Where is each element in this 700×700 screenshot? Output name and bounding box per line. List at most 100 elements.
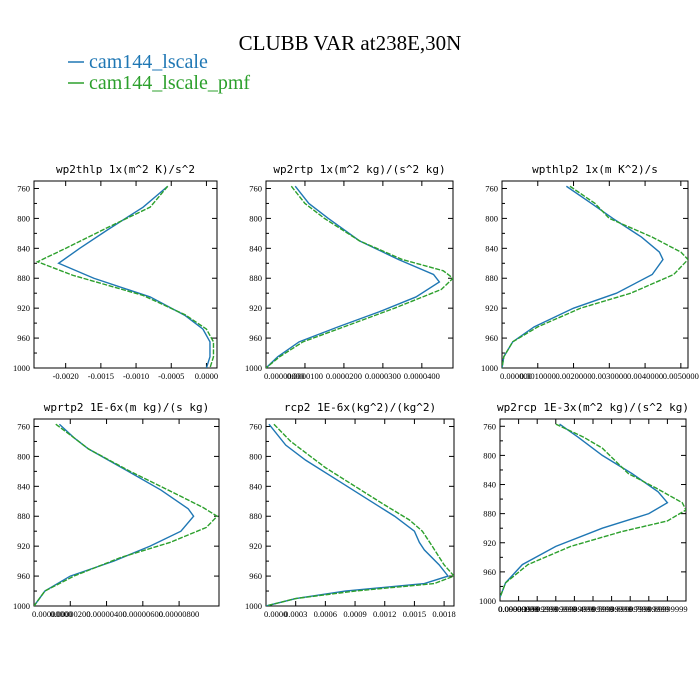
y-tick-label-wp2rtp-3: 880 — [249, 273, 262, 283]
y-tick-label-rcp2-1: 800 — [249, 451, 262, 461]
x-tick-label-wpthlp2-4: 0.0040000 — [627, 371, 663, 381]
y-tick-label-wp2rtp-0: 760 — [249, 183, 262, 193]
y-tick-label-wp2rcp-3: 880 — [483, 509, 496, 519]
x-tick-label-wp2rtp-3: 0.0000300 — [365, 371, 401, 381]
y-tick-label-wprtp2-6: 1000 — [13, 601, 30, 611]
series-line-wprtp2-lscale — [34, 423, 195, 606]
plot-frame-rcp2 — [265, 418, 455, 607]
panel-wp2thlp: wp2thlp 1x(m^2 K)/s^2 760 800 840 880 920 960 1… — [13, 163, 218, 381]
x-tick-label-wp2rcp-5: 0.49999999 — [573, 604, 613, 614]
series-line-wpthlp2-lscale — [502, 185, 664, 368]
y-tick-label-wp2rtp-4: 920 — [249, 303, 262, 313]
x-tick-label-wp2rtp-1: 0.0000100 — [287, 371, 323, 381]
series-line-rcp2-lscale-pmf — [266, 423, 454, 606]
y-tick-label-wp2thlp-2: 840 — [17, 243, 30, 253]
x-tick-label-rcp2-0: 0.0000 — [264, 609, 287, 619]
x-tick-label-wp2thlp-3: -0.0005 — [158, 371, 184, 381]
x-tick-label-wprtp2-2: 0.00000400 — [86, 609, 126, 619]
x-tick-label-rcp2-6: 0.0018 — [432, 609, 455, 619]
y-tick-label-wp2thlp-3: 880 — [17, 273, 30, 283]
y-tick-label-wp2thlp-6: 1000 — [13, 363, 30, 373]
x-tick-label-wp2rcp-0: 0.00000000 — [498, 604, 538, 614]
legend-label-1: cam144_lscale_pmf — [89, 72, 250, 94]
y-tick-label-wpthlp2-3: 880 — [485, 273, 498, 283]
y-tick-label-wpthlp2-6: 1000 — [481, 363, 498, 373]
series-line-wpthlp2-lscale-pmf — [502, 185, 688, 368]
x-tick-label-wp2thlp-4: 0.0000 — [195, 371, 218, 381]
y-tick-label-wp2thlp-5: 960 — [17, 333, 30, 343]
series-line-wp2rtp-lscale — [266, 185, 441, 368]
figure-title: CLUBB VAR at238E,30N — [239, 31, 462, 55]
x-tick-label-wpthlp2-5: 0.0050000 — [663, 371, 699, 381]
x-tick-label-wp2rcp-8: 0.79999999 — [629, 604, 669, 614]
y-tick-label-wpthlp2-1: 800 — [485, 213, 498, 223]
x-tick-label-wp2rcp-1: 0.09999999 — [498, 604, 538, 614]
legend: cam144_lscale cam144_lscale_pmf — [68, 51, 250, 94]
x-tick-label-wp2thlp-2: -0.0010 — [123, 371, 149, 381]
x-tick-label-wp2rcp-6: 0.59999999 — [591, 604, 631, 614]
panel-title-wp2thlp: wp2thlp 1x(m^2 K)/s^2 — [56, 163, 195, 176]
plot-frame-wpthlp2 — [501, 180, 689, 369]
y-tick-label-rcp2-3: 880 — [249, 511, 262, 521]
y-tick-label-wp2rcp-5: 960 — [483, 567, 496, 577]
x-tick-label-wprtp2-4: 0.00000800 — [159, 609, 199, 619]
y-tick-label-wpthlp2-4: 920 — [485, 303, 498, 313]
y-tick-label-wp2rtp-1: 800 — [249, 213, 262, 223]
x-tick-label-wp2rtp-4: 0.0000400 — [404, 371, 440, 381]
y-tick-label-wpthlp2-0: 760 — [485, 183, 498, 193]
x-tick-label-rcp2-1: 0.0003 — [284, 609, 307, 619]
panel-wpthlp2: wpthlp2 1x(m K^2)/s 760 800 840 880 920 960 100… — [481, 163, 699, 381]
panel-title-wp2rcp: wp2rcp 1E-3x(m^2 kg)/(s^2 kg) — [497, 401, 689, 414]
panel-wp2rcp: wp2rcp 1E-3x(m^2 kg)/(s^2 kg)760 800 840 88… — [479, 401, 689, 614]
y-tick-label-wp2rcp-4: 920 — [483, 538, 496, 548]
panel-title-rcp2: rcp2 1E-6x(kg^2)/(kg^2) — [284, 401, 436, 414]
y-tick-label-wprtp2-3: 880 — [17, 511, 30, 521]
y-tick-label-wp2rcp-0: 760 — [483, 421, 496, 431]
y-tick-label-rcp2-4: 920 — [249, 541, 262, 551]
x-tick-label-wpthlp2-3: 0.0030000 — [591, 371, 627, 381]
y-tick-label-wprtp2-1: 800 — [17, 451, 30, 461]
x-tick-label-wprtp2-0: 0.00000000 — [32, 609, 72, 619]
x-tick-label-rcp2-5: 0.0015 — [403, 609, 426, 619]
x-tick-label-wp2rcp-7: 0.69999999 — [610, 604, 650, 614]
y-tick-label-rcp2-2: 840 — [249, 481, 262, 491]
x-tick-label-wprtp2-1: 0.00000200 — [50, 609, 90, 619]
x-tick-label-wpthlp2-0: 0.000000 — [500, 371, 532, 381]
y-tick-label-wprtp2-5: 960 — [17, 571, 30, 581]
y-tick-label-wp2rtp-5: 960 — [249, 333, 262, 343]
series-line-wprtp2-lscale-pmf — [34, 423, 219, 606]
y-tick-label-wp2rcp-2: 840 — [483, 480, 496, 490]
y-tick-label-wp2thlp-1: 800 — [17, 213, 30, 223]
y-tick-label-wpthlp2-2: 840 — [485, 243, 498, 253]
x-tick-label-wp2rcp-2: 0.19999999 — [517, 604, 557, 614]
series-line-wp2rtp-lscale-pmf — [266, 185, 453, 368]
y-tick-label-wp2rtp-2: 840 — [249, 243, 262, 253]
plot-frame-wprtp2 — [33, 418, 220, 607]
y-tick-label-wp2thlp-0: 760 — [17, 183, 30, 193]
y-tick-label-rcp2-0: 760 — [249, 421, 262, 431]
series-line-wp2thlp-lscale — [57, 185, 211, 368]
y-tick-label-wprtp2-2: 840 — [17, 481, 30, 491]
y-tick-label-wp2rcp-6: 1000 — [479, 596, 496, 606]
panel-title-wpthlp2: wpthlp2 1x(m K^2)/s — [532, 163, 658, 176]
series-line-wp2rcp-lscale — [500, 423, 669, 598]
plot-frame-wp2rtp — [265, 180, 454, 369]
y-tick-label-wp2thlp-4: 920 — [17, 303, 30, 313]
x-tick-label-wprtp2-3: 0.00000600 — [123, 609, 163, 619]
x-tick-label-wp2thlp-0: -0.0020 — [53, 371, 79, 381]
panel-grid: wp2thlp 1x(m^2 K)/s^2 760 800 840 880 920 960 1… — [13, 163, 699, 619]
y-tick-label-wp2rtp-6: 1000 — [245, 363, 262, 373]
x-tick-label-wp2rcp-4: 0.39999999 — [554, 604, 594, 614]
x-tick-label-wpthlp2-1: 0.0010000 — [520, 371, 556, 381]
panel-title-wprtp2: wprtp2 1E-6x(m kg)/(s kg) — [44, 401, 210, 414]
plot-frame-wp2thlp — [33, 180, 218, 369]
x-tick-label-wpthlp2-2: 0.0020000 — [555, 371, 591, 381]
x-tick-label-wp2rcp-3: 0.29999999 — [536, 604, 576, 614]
panel-wp2rtp: wp2rtp 1x(m^2 kg)/(s^2 kg) 760 800 840 880 92… — [245, 163, 454, 381]
series-line-wp2rcp-lscale-pmf — [500, 423, 686, 598]
plot-frame-wp2rcp — [499, 418, 687, 602]
panel-rcp2: rcp2 1E-6x(kg^2)/(kg^2) 760 800 840 880 920 96… — [245, 401, 456, 619]
y-tick-label-wp2rcp-1: 800 — [483, 450, 496, 460]
x-tick-label-wp2rcp-9: 0.89999999 — [647, 604, 687, 614]
